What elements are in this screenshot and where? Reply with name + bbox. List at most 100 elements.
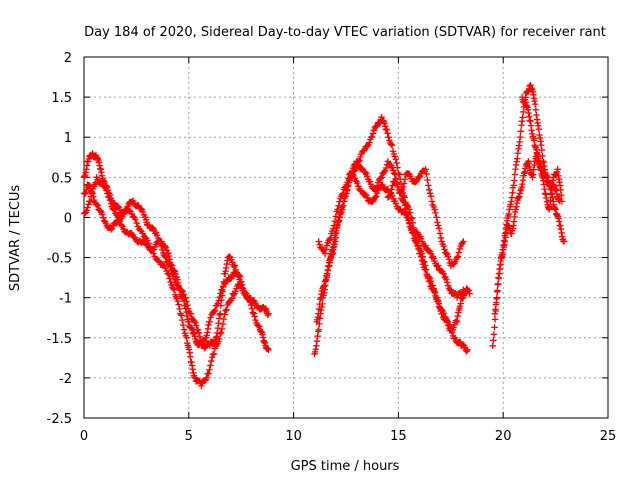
data-point	[180, 291, 187, 298]
data-point	[465, 287, 472, 294]
axis-ticks: 0 5 10 15 20 25 -2.5 -2 -1.5 -1 -0.5 0 0.5 1 1.5 2	[47, 51, 617, 444]
data-point	[132, 216, 139, 223]
data-point	[388, 186, 395, 193]
x-axis-label: GPS time / hours	[291, 459, 400, 474]
data-point	[556, 198, 563, 205]
x-tick-label: 0	[80, 429, 88, 444]
data-point	[385, 193, 393, 200]
data-point	[217, 310, 224, 317]
data-point	[535, 126, 543, 133]
data-point	[218, 325, 226, 333]
data-point	[444, 279, 451, 286]
data-point	[115, 215, 123, 222]
data-point	[435, 262, 442, 269]
data-point	[440, 270, 447, 277]
data-point	[492, 301, 500, 308]
data-point	[373, 193, 380, 200]
data-point	[210, 350, 218, 358]
data-point	[110, 206, 117, 213]
data-point	[174, 297, 181, 305]
data-point	[334, 206, 341, 213]
data-point	[422, 242, 429, 249]
data-point	[443, 276, 450, 283]
data-point	[94, 202, 101, 209]
data-point	[161, 253, 169, 260]
data-point	[238, 278, 245, 285]
data-point	[400, 180, 408, 187]
data-point	[424, 176, 431, 184]
y-tick-label: -2	[59, 372, 72, 387]
data-point	[453, 294, 461, 301]
y-tick-label: 2	[64, 51, 72, 66]
data-point	[489, 342, 496, 349]
data-point	[193, 322, 200, 329]
data-point	[384, 130, 391, 137]
data-point	[197, 337, 204, 344]
data-point	[401, 202, 409, 209]
data-point	[331, 218, 339, 225]
data-point	[176, 305, 183, 313]
data-point	[368, 133, 376, 140]
data-point	[372, 194, 379, 201]
data-point	[140, 238, 148, 245]
data-point	[194, 326, 202, 333]
data-point	[422, 166, 429, 173]
data-point	[180, 326, 188, 333]
data-point	[391, 153, 399, 160]
data-point	[167, 266, 175, 274]
data-point	[87, 193, 95, 200]
data-point	[417, 253, 425, 260]
data-point	[326, 236, 333, 243]
data-point	[250, 310, 257, 317]
data-point	[133, 219, 140, 227]
data-point	[87, 198, 94, 205]
data-point	[364, 142, 371, 150]
x-tick-label: 10	[285, 429, 302, 444]
data-point	[393, 159, 400, 167]
data-point	[211, 338, 219, 345]
y-tick-label: 0.5	[51, 171, 72, 186]
data-point	[445, 256, 453, 263]
data-point	[362, 191, 369, 198]
data-point	[493, 295, 500, 302]
data-point	[220, 278, 228, 285]
data-point	[242, 290, 249, 297]
data-point	[179, 321, 187, 329]
data-point	[394, 183, 402, 191]
data-point	[364, 172, 371, 180]
data-point	[118, 222, 125, 229]
data-point	[337, 209, 344, 216]
data-point	[335, 202, 342, 209]
data-point	[106, 197, 114, 204]
data-point	[230, 263, 238, 270]
data-point	[453, 254, 461, 261]
data-point	[206, 342, 213, 349]
data-point	[415, 245, 422, 252]
data-points	[80, 81, 568, 390]
data-point	[390, 167, 397, 174]
chart-title: Day 184 of 2020, Sidereal Day-to-day VTE…	[84, 25, 606, 40]
data-point	[101, 183, 108, 190]
data-point	[230, 291, 237, 299]
data-point	[369, 198, 376, 205]
data-point	[237, 273, 244, 281]
data-point	[373, 189, 381, 197]
data-point	[452, 317, 460, 324]
data-point	[231, 262, 239, 269]
data-point	[443, 315, 450, 323]
data-point	[532, 100, 539, 108]
y-tick-label: 1	[64, 131, 72, 146]
data-point	[166, 275, 173, 282]
data-point	[327, 234, 334, 242]
data-point	[448, 327, 455, 335]
data-point	[114, 203, 122, 210]
data-point	[205, 370, 212, 377]
data-point	[103, 187, 110, 194]
data-point	[336, 198, 343, 205]
data-point	[196, 333, 204, 340]
data-point	[432, 292, 439, 300]
data-point	[434, 219, 441, 226]
data-point	[169, 270, 177, 277]
data-point	[558, 191, 565, 199]
data-point	[105, 194, 113, 201]
